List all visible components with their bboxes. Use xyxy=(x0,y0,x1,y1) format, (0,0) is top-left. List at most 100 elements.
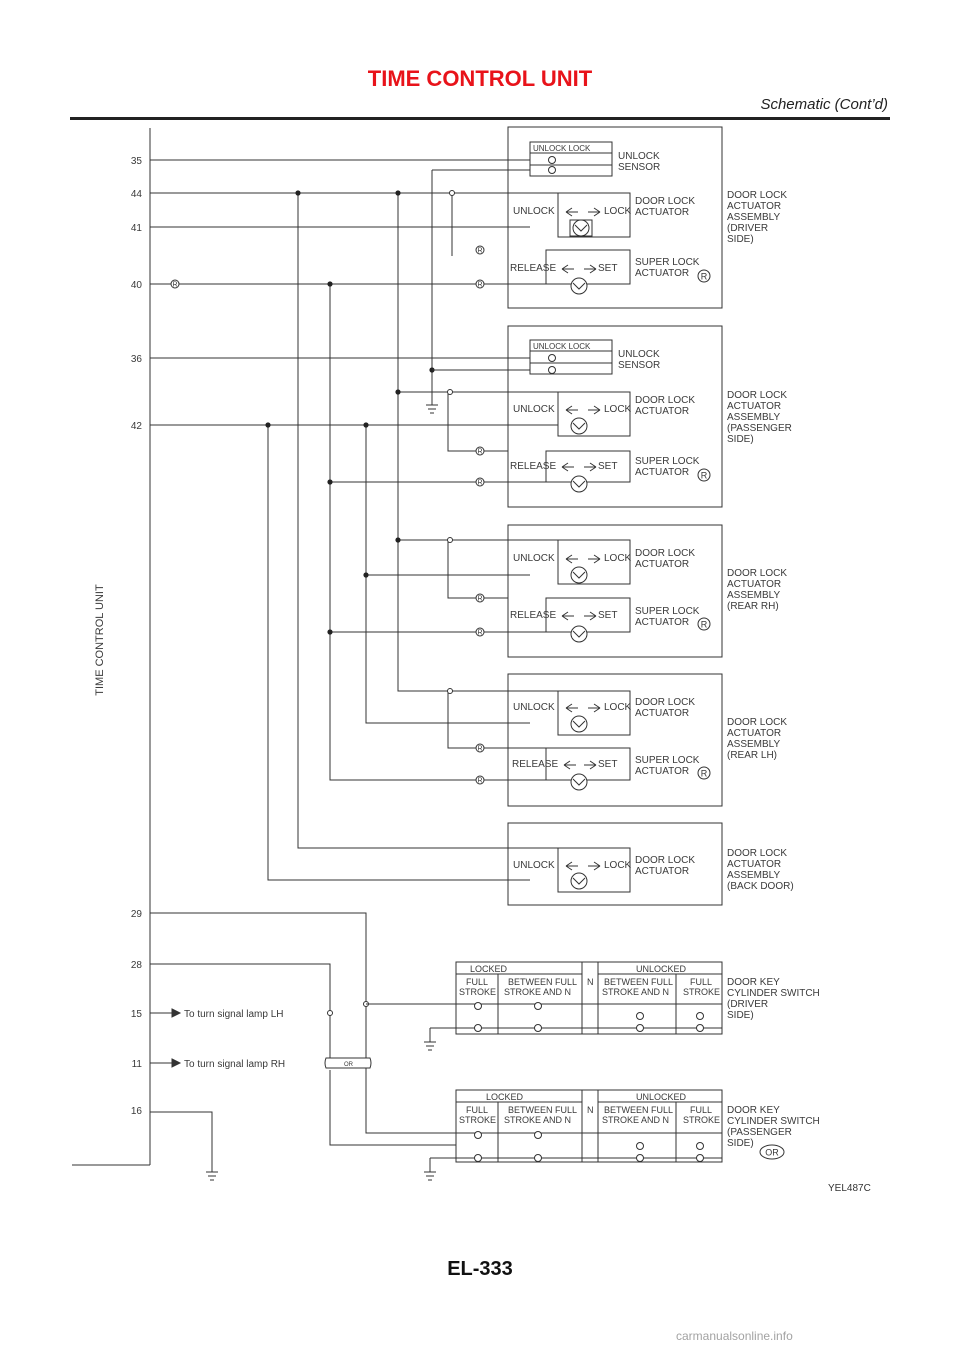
svg-text:RELEASE: RELEASE xyxy=(510,461,556,472)
ground-icon xyxy=(150,1111,218,1181)
svg-text:SUPER LOCK: SUPER LOCK xyxy=(635,606,700,617)
terminal-11: 11 xyxy=(132,1059,143,1070)
svg-text:OR: OR xyxy=(344,1062,354,1068)
svg-text:STROKE: STROKE xyxy=(683,1115,720,1125)
svg-text:STROKE AND N: STROKE AND N xyxy=(504,987,571,997)
svg-text:To turn signal lamp LH: To turn signal lamp LH xyxy=(184,1009,284,1020)
door-lock-actuator: UNLOCK LOCK DOOR LOCK ACTUATOR xyxy=(513,539,695,585)
svg-text:RELEASE: RELEASE xyxy=(510,610,556,621)
svg-text:BETWEEN FULL: BETWEEN FULL xyxy=(508,977,577,987)
ground-symbols xyxy=(150,404,438,1181)
r-marker: R xyxy=(475,446,485,456)
svg-text:FULL: FULL xyxy=(466,1105,488,1115)
svg-text:R: R xyxy=(477,248,482,255)
r-marker: R xyxy=(475,245,485,255)
svg-text:RELEASE: RELEASE xyxy=(510,263,556,274)
svg-text:LOCK: LOCK xyxy=(604,206,632,217)
svg-text:R: R xyxy=(477,449,482,456)
terminal-42: 42 xyxy=(131,421,143,432)
terminal-15: 15 xyxy=(131,1009,143,1020)
r-markers: R R R R R R R R R xyxy=(170,245,485,785)
svg-text:SET: SET xyxy=(598,759,617,770)
svg-text:SUPER LOCK: SUPER LOCK xyxy=(635,755,700,766)
terminal-35: 35 xyxy=(131,156,143,167)
svg-text:BETWEEN FULL: BETWEEN FULL xyxy=(604,1105,673,1115)
svg-text:ACTUATOR: ACTUATOR xyxy=(635,617,689,628)
svg-text:R: R xyxy=(701,471,708,481)
svg-text:R: R xyxy=(477,778,482,785)
junction-dots xyxy=(265,190,435,635)
r-marker: R xyxy=(475,279,485,289)
svg-text:FULL: FULL xyxy=(690,977,712,987)
svg-text:BETWEEN FULL: BETWEEN FULL xyxy=(604,977,673,987)
assembly-label: DOOR LOCK ACTUATOR ASSEMBLY (BACK DOOR) xyxy=(727,848,794,892)
assembly-rear-lh: UNLOCK LOCK DOOR LOCK ACTUATOR RELEASE S… xyxy=(507,673,790,807)
page-subtitle: Schematic (Cont’d) xyxy=(760,96,888,113)
svg-text:FULL: FULL xyxy=(690,1105,712,1115)
door-lock-actuator: UNLOCK LOCK DOOR LOCK ACTUATOR xyxy=(513,690,695,736)
assembly-back-door: UNLOCK LOCK DOOR LOCK ACTUATOR DOOR LOCK… xyxy=(507,822,794,906)
svg-text:ACTUATOR: ACTUATOR xyxy=(635,708,689,719)
svg-text:SENSOR: SENSOR xyxy=(618,162,660,173)
svg-text:STROKE AND N: STROKE AND N xyxy=(602,987,669,997)
terminal-40: 40 xyxy=(131,280,143,291)
terminal-28: 28 xyxy=(131,960,143,971)
wiring xyxy=(150,159,558,881)
svg-text:R: R xyxy=(477,596,482,603)
svg-text:R: R xyxy=(701,769,708,779)
super-lock-actuator: RELEASE SET SUPER LOCK ACTUATOR R xyxy=(510,597,711,643)
watermark: carmanualsonline.info xyxy=(676,1329,793,1343)
svg-text:R: R xyxy=(477,746,482,753)
key-switch-passenger-label: DOOR KEY CYLINDER SWITCH (PASSENGER SIDE… xyxy=(727,1105,823,1149)
assembly-label: DOOR LOCK ACTUATOR ASSEMBLY (PASSENGER S… xyxy=(727,390,795,445)
svg-text:LOCK: LOCK xyxy=(604,404,632,415)
r-marker: R xyxy=(475,627,485,637)
svg-text:SUPER LOCK: SUPER LOCK xyxy=(635,257,700,268)
ground-icon xyxy=(424,1028,436,1051)
svg-text:UNLOCK LOCK: UNLOCK LOCK xyxy=(533,342,591,351)
svg-text:DOOR LOCK: DOOR LOCK xyxy=(635,395,695,406)
super-lock-actuator: RELEASE SET SUPER LOCK ACTUATOR R xyxy=(512,747,711,791)
svg-text:ACTUATOR: ACTUATOR xyxy=(635,467,689,478)
svg-text:ACTUATOR: ACTUATOR xyxy=(635,268,689,279)
assembly-label: DOOR LOCK ACTUATOR ASSEMBLY (REAR LH) xyxy=(727,717,790,761)
ground-icon xyxy=(426,404,438,414)
header-rule xyxy=(70,117,890,120)
key-switch-passenger: LOCKED UNLOCKED N FULL STROKE BETWEEN FU… xyxy=(455,1089,823,1163)
svg-text:UNLOCK: UNLOCK xyxy=(513,206,555,217)
assembly-driver: UNLOCK LOCK UNLOCK SENSOR UNLOCK LOCK DO… xyxy=(507,126,787,309)
unlock-sensor: UNLOCK LOCK UNLOCK SENSOR xyxy=(529,339,660,375)
svg-text:STROKE AND N: STROKE AND N xyxy=(504,1115,571,1125)
svg-text:STROKE: STROKE xyxy=(459,987,496,997)
terminal-36: 36 xyxy=(131,354,143,365)
turn-signal-rh: To turn signal lamp RH xyxy=(150,1058,285,1070)
svg-text:UNLOCK: UNLOCK xyxy=(513,702,555,713)
r-marker: R xyxy=(475,477,485,487)
svg-text:LOCKED: LOCKED xyxy=(470,964,508,974)
svg-text:DOOR LOCK: DOOR LOCK xyxy=(635,548,695,559)
svg-text:To turn signal lamp RH: To turn signal lamp RH xyxy=(184,1059,285,1070)
r-marker: R xyxy=(475,775,485,785)
svg-text:R: R xyxy=(477,282,482,289)
svg-text:N: N xyxy=(587,977,594,987)
svg-text:ACTUATOR: ACTUATOR xyxy=(635,559,689,570)
svg-text:STROKE: STROKE xyxy=(459,1115,496,1125)
svg-text:ACTUATOR: ACTUATOR xyxy=(635,406,689,417)
time-control-unit-block: TIME CONTROL UNIT xyxy=(72,128,151,1166)
svg-text:R: R xyxy=(701,272,708,282)
svg-text:STROKE: STROKE xyxy=(683,987,720,997)
turn-signal-lh: To turn signal lamp LH xyxy=(150,1008,284,1020)
key-switch-driver: LOCKED UNLOCKED N FULL STROKE BETWEEN FU… xyxy=(455,961,823,1035)
svg-text:ACTUATOR: ACTUATOR xyxy=(635,207,689,218)
terminal-numbers: 35 44 41 40 36 42 29 28 15 11 16 xyxy=(131,156,143,1117)
svg-text:FULL: FULL xyxy=(466,977,488,987)
svg-text:UNLOCK LOCK: UNLOCK LOCK xyxy=(533,144,591,153)
assembly-passenger: UNLOCK LOCK UNLOCK SENSOR UNLOCK LOCK DO… xyxy=(432,325,795,508)
svg-text:ACTUATOR: ACTUATOR xyxy=(635,766,689,777)
page-title: TIME CONTROL UNIT xyxy=(367,66,593,91)
svg-text:DOOR LOCK: DOOR LOCK xyxy=(635,196,695,207)
key-switch-driver-label: DOOR KEY CYLINDER SWITCH (DRIVER SIDE) xyxy=(727,977,823,1021)
svg-text:UNLOCK: UNLOCK xyxy=(618,151,660,162)
svg-text:DOOR LOCK: DOOR LOCK xyxy=(635,697,695,708)
